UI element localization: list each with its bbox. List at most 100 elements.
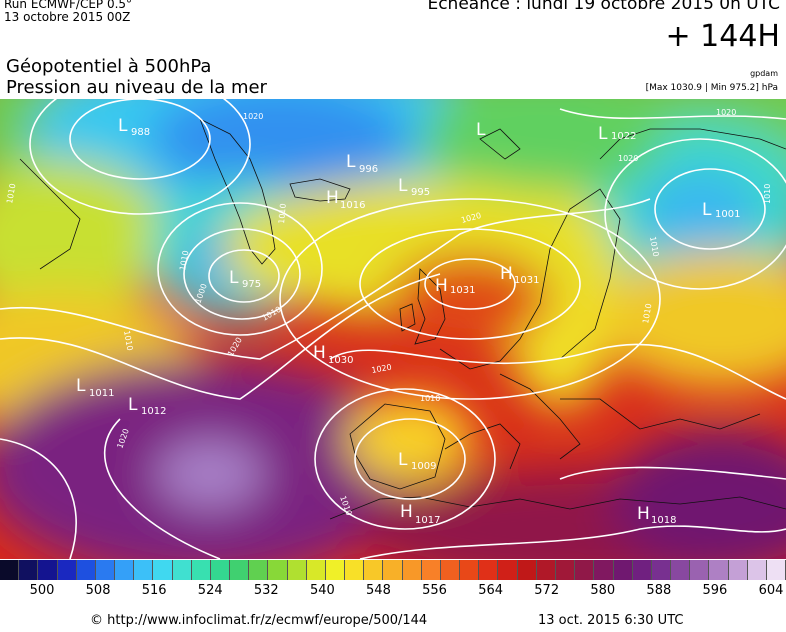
pressure-center: H 1030	[313, 343, 353, 366]
svg-text:H: H	[313, 343, 326, 363]
color-scale-cell	[134, 560, 154, 580]
color-scale-cell	[115, 560, 135, 580]
pressure-center: L 988	[118, 116, 150, 138]
color-scale-cell	[383, 560, 403, 580]
pressure-center: L 995	[398, 176, 430, 198]
color-scale-tick: 604	[758, 583, 784, 598]
run-date: 13 octobre 2015 00Z	[4, 10, 131, 24]
svg-text:H: H	[435, 276, 448, 296]
pressure-center: H 1031	[435, 276, 475, 296]
color-scale-cell	[210, 560, 231, 580]
color-scale-cell	[671, 560, 691, 580]
color-scale-tick: 572	[534, 583, 560, 598]
color-scale-tick: 524	[197, 583, 223, 598]
pressure-center: H 1017	[400, 502, 440, 526]
pressure-max-min: [Max 1030.9 | Min 975.2] hPa	[645, 83, 778, 93]
color-scale-cell	[287, 560, 307, 580]
color-scale-cell	[747, 560, 767, 580]
svg-text:L: L	[702, 200, 712, 220]
color-scale-cell	[632, 560, 652, 580]
svg-text:L: L	[76, 376, 86, 396]
color-scale-cell	[651, 560, 672, 580]
pressure-center: L	[476, 120, 486, 140]
color-scale-cell	[19, 560, 39, 580]
pressure-center: L 1012	[128, 395, 166, 417]
color-scale-cell	[613, 560, 633, 580]
color-scale-cell	[421, 560, 441, 580]
units-tag: gpdam	[750, 69, 778, 78]
forecast-lead-time: + 144H	[665, 19, 781, 54]
color-scale-cell	[555, 560, 576, 580]
color-scale-cell	[191, 560, 211, 580]
coastlines	[19, 118, 786, 520]
pressure-center: L 1001	[702, 200, 740, 220]
color-scale-cell	[95, 560, 116, 580]
generation-timestamp: 13 oct. 2015 6:30 UTC	[538, 613, 684, 628]
isobar-label: 1020	[371, 363, 393, 375]
color-scale-tick: 532	[253, 583, 279, 598]
svg-text:1031: 1031	[450, 285, 475, 296]
svg-text:H: H	[400, 502, 413, 522]
svg-text:L: L	[118, 116, 128, 136]
color-scale-cell	[325, 560, 346, 580]
isobar-label: 1010	[420, 394, 440, 403]
isobar-label: 1020	[618, 154, 638, 163]
svg-text:1018: 1018	[651, 515, 676, 526]
color-scale-cell	[536, 560, 556, 580]
svg-text:975: 975	[242, 279, 261, 290]
pressure-center: L 1009	[398, 450, 436, 472]
svg-text:H: H	[637, 504, 650, 524]
svg-text:H: H	[500, 264, 513, 284]
color-scale-cell	[268, 560, 288, 580]
color-scale-cell	[57, 560, 77, 580]
pressure-center: L 975	[229, 268, 261, 290]
isobar-label: 1020	[716, 108, 736, 117]
color-scale-cell	[364, 560, 384, 580]
svg-text:L: L	[346, 152, 356, 172]
isobars	[0, 99, 786, 559]
svg-text:L: L	[128, 395, 138, 415]
isobar-label: 1020	[243, 112, 263, 121]
field-title-geopotential: Géopotentiel à 500hPa	[6, 56, 212, 77]
color-scale-cell	[38, 560, 58, 580]
svg-text:1022: 1022	[611, 131, 636, 142]
svg-text:1030: 1030	[328, 355, 353, 366]
color-scale-tick: 596	[702, 583, 728, 598]
pressure-centers: L 988 L 996 L 995 H 1016 L 975 L L 1022 L 1001 …	[76, 116, 740, 526]
isobar-label: 1010	[178, 250, 190, 272]
color-scale-tick: 556	[422, 583, 447, 598]
color-scale-cell	[306, 560, 326, 580]
pressure-center: L 1022	[598, 124, 636, 144]
source-url[interactable]: © http://www.infoclimat.fr/z/ecmwf/europ…	[90, 613, 428, 628]
color-scale-cell	[479, 560, 499, 580]
color-scale-cell	[230, 560, 250, 580]
color-scale-tick: 588	[646, 583, 672, 598]
color-scale-bar	[0, 560, 786, 580]
isobar-label: 1010	[5, 183, 17, 205]
weather-map[interactable]: L 988 L 996 L 995 H 1016 L 975 L L 1022 L 1001 …	[0, 99, 786, 559]
svg-text:1016: 1016	[340, 200, 365, 211]
svg-text:L: L	[398, 176, 408, 196]
color-scale-cell	[690, 560, 710, 580]
svg-text:L: L	[398, 450, 408, 470]
isobar-label: 1010	[763, 184, 772, 204]
color-scale-cell	[172, 560, 192, 580]
isobar-label: 1010	[122, 330, 134, 352]
color-scale-cell	[709, 560, 729, 580]
svg-text:996: 996	[359, 164, 378, 175]
svg-text:1012: 1012	[141, 406, 166, 417]
color-scale-cell	[0, 560, 20, 580]
color-scale-cell	[575, 560, 595, 580]
pressure-center: H 1031	[500, 264, 539, 286]
color-scale-cell	[460, 560, 480, 580]
color-scale-tick: 540	[309, 583, 335, 598]
color-scale-cell	[766, 560, 786, 580]
run-title: Run ECMWF/CEP 0.5°	[4, 0, 133, 11]
svg-text:1001: 1001	[715, 209, 740, 220]
isobar-label: 1010	[277, 203, 288, 224]
pressure-center: H 1018	[637, 504, 676, 526]
svg-text:1009: 1009	[411, 461, 436, 472]
color-scale-tick: 580	[590, 583, 616, 598]
color-scale-tick: 548	[366, 583, 391, 598]
svg-text:1031: 1031	[514, 275, 539, 286]
